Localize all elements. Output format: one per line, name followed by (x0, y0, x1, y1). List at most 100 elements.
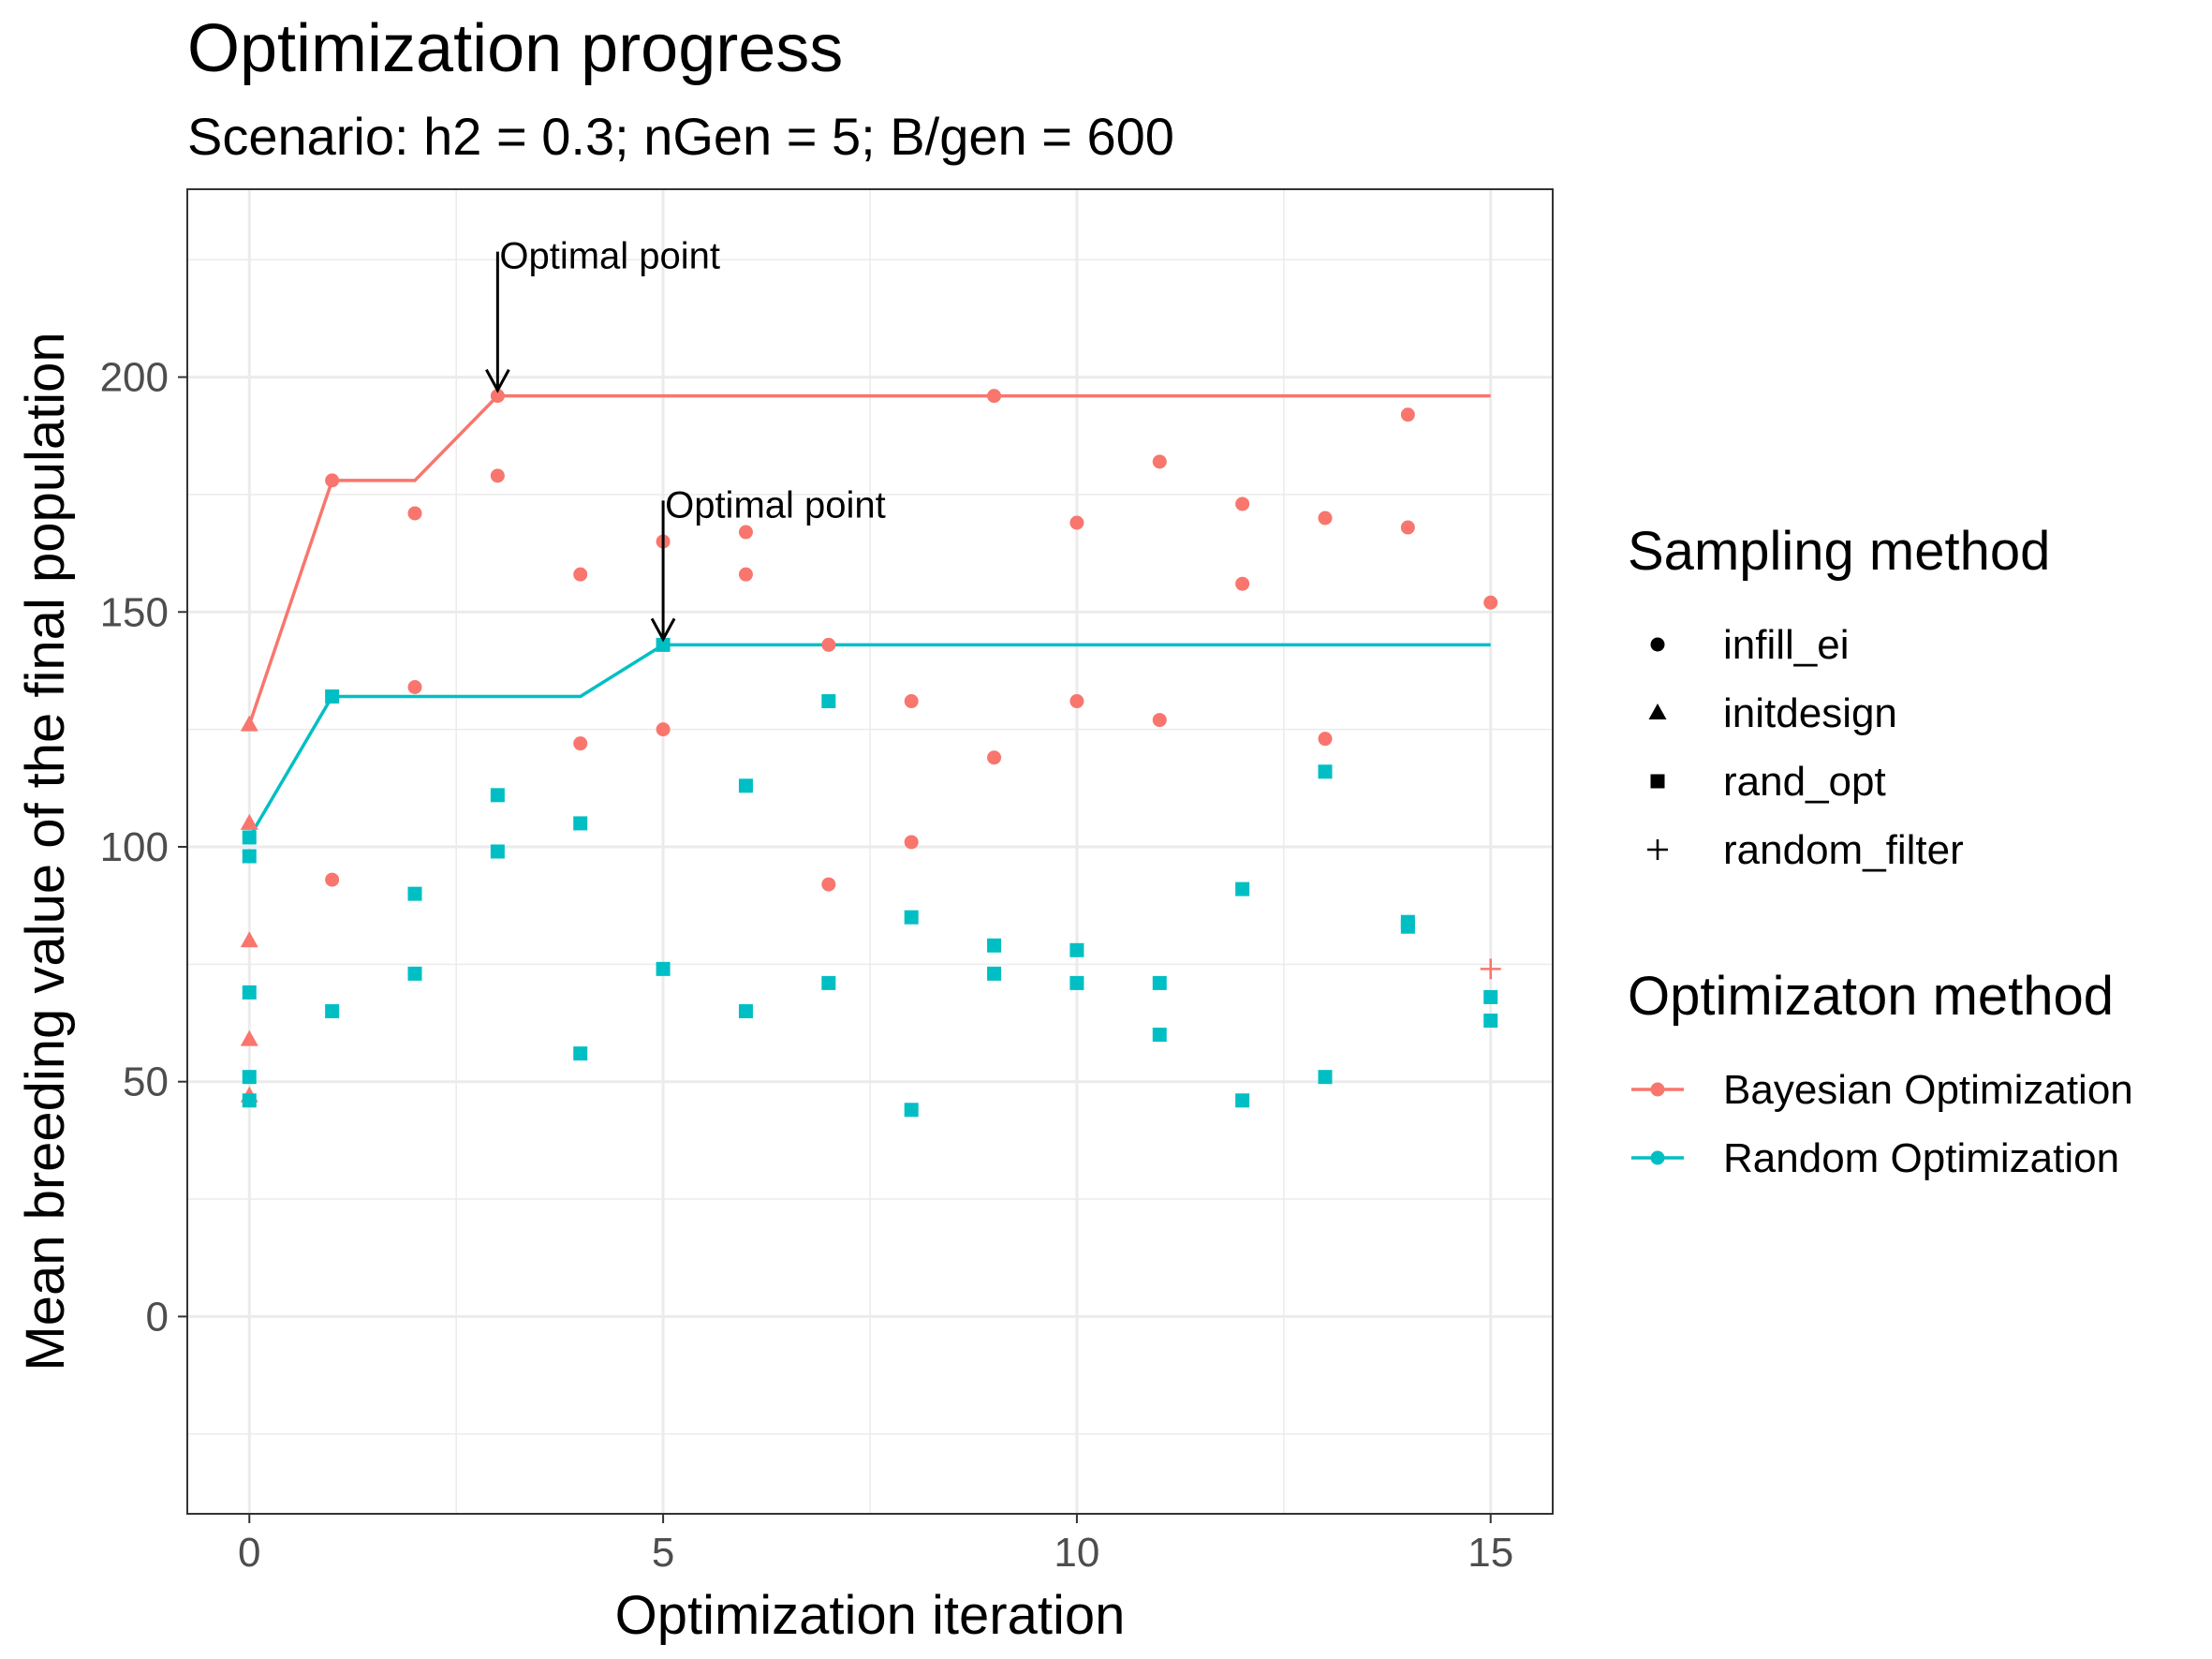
data-point (490, 389, 505, 404)
data-point (821, 877, 836, 892)
annotation-label: Optimal point (499, 236, 720, 277)
data-points (240, 389, 1501, 1118)
data-point (738, 525, 753, 540)
data-point (904, 835, 919, 850)
annotation-arrowhead (650, 617, 676, 643)
data-point (1483, 1014, 1498, 1029)
data-point (242, 830, 257, 845)
data-point (1152, 713, 1167, 728)
x-axis: 0 5 10 15 (238, 1514, 1513, 1576)
data-point (1235, 496, 1250, 511)
legend-key (1650, 637, 1665, 652)
data-point (407, 966, 422, 981)
data-point (821, 694, 836, 709)
data-point (1318, 764, 1333, 779)
data-point (240, 813, 258, 830)
data-point (490, 468, 505, 483)
x-tick-label: 5 (652, 1530, 674, 1576)
data-point (1483, 989, 1498, 1004)
data-point (1480, 958, 1501, 980)
chart-title: Optimization progress (187, 11, 843, 86)
data-point (1069, 975, 1084, 990)
annotation-label: Optimal point (665, 484, 886, 526)
data-point (656, 722, 671, 737)
data-point (904, 1103, 919, 1118)
x-tick-label: 0 (238, 1530, 260, 1576)
data-point (904, 910, 919, 925)
y-tick-label: 50 (123, 1059, 169, 1105)
data-point (738, 1003, 753, 1018)
data-point (325, 473, 340, 488)
data-point (1318, 1070, 1333, 1085)
legend: Sampling method infill_ei initdesign rand_o… (1628, 521, 2133, 1181)
data-point (738, 567, 753, 582)
data-point (325, 1003, 340, 1018)
data-point (242, 849, 257, 864)
legend-title: Sampling method (1628, 521, 2050, 582)
data-point (987, 966, 1002, 981)
legend-label: rand_opt (1723, 759, 1886, 805)
legend-label: initdesign (1723, 690, 1897, 736)
y-axis: 0 50 100 150 200 (100, 355, 187, 1340)
series-line (247, 393, 1491, 726)
data-point (242, 985, 257, 1000)
legend-point-key (1650, 1150, 1665, 1165)
data-point (242, 1070, 257, 1085)
data-point (1483, 595, 1498, 610)
data-point (407, 886, 422, 901)
series-lines (247, 393, 1491, 838)
legend-label: Bayesian Optimization (1723, 1067, 2133, 1113)
data-point (987, 750, 1002, 765)
y-axis-label: Mean breeding value of the final populat… (15, 332, 76, 1370)
data-point (325, 689, 340, 704)
legend-point-key (1650, 1082, 1665, 1097)
legend-label: infill_ei (1723, 622, 1850, 668)
data-point (1069, 515, 1084, 530)
data-point (1152, 975, 1167, 990)
y-tick-label: 100 (100, 824, 169, 870)
data-point (1152, 454, 1167, 469)
data-point (987, 938, 1002, 953)
legend-key (1648, 704, 1667, 719)
legend-label: Random Optimization (1723, 1135, 2119, 1181)
data-point (573, 567, 588, 582)
data-point (1235, 881, 1250, 896)
data-point (987, 389, 1002, 404)
data-point (242, 1093, 257, 1108)
data-point (240, 1029, 258, 1046)
annotation-arrowhead (485, 368, 510, 393)
legend-label: random_filter (1723, 827, 1964, 873)
data-point (904, 694, 919, 709)
data-point (1235, 576, 1250, 591)
plot-border (186, 188, 1554, 1515)
data-point (1235, 1093, 1250, 1108)
data-point (407, 680, 422, 695)
y-tick-label: 150 (100, 589, 169, 635)
data-point (325, 872, 340, 887)
data-point (1400, 520, 1415, 535)
chart-subtitle: Scenario: h2 = 0.3; nGen = 5; B/gen = 60… (187, 107, 1174, 166)
legend-key (1650, 774, 1665, 789)
data-point (1152, 1028, 1167, 1043)
y-tick-label: 200 (100, 355, 169, 401)
data-point (656, 961, 671, 976)
x-tick-label: 15 (1467, 1530, 1513, 1576)
data-point (821, 637, 836, 652)
data-point (738, 778, 753, 793)
data-point (240, 715, 258, 732)
data-point (1400, 919, 1415, 934)
x-tick-label: 10 (1054, 1530, 1099, 1576)
data-point (1069, 694, 1084, 709)
data-point (1069, 942, 1084, 957)
x-axis-label: Optimization iteration (615, 1585, 1126, 1646)
series-line (247, 643, 1491, 838)
data-point (490, 788, 505, 803)
data-point (1318, 511, 1333, 526)
annotations: Optimal point Optimal point (485, 236, 886, 643)
data-point (407, 506, 422, 521)
data-point (1318, 732, 1333, 747)
data-point (573, 816, 588, 831)
data-point (573, 736, 588, 751)
legend-title: Optimizaton method (1628, 966, 2114, 1027)
